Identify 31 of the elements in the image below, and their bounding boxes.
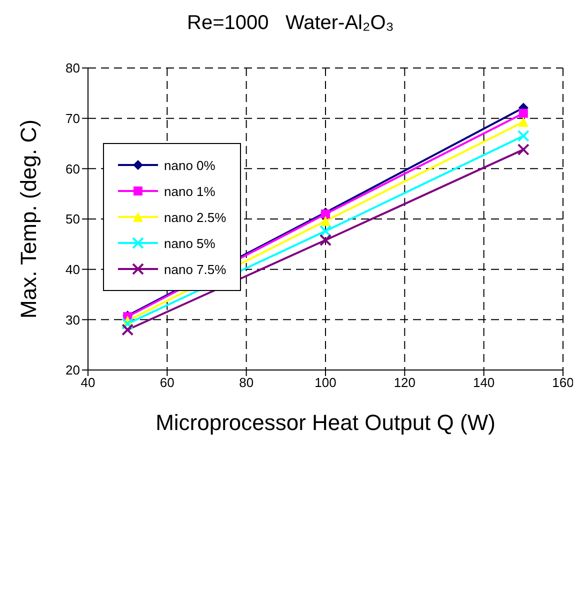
y-axis-title: Max. Temp. (deg. C) bbox=[16, 120, 41, 318]
y-tick-label: 80 bbox=[66, 60, 80, 76]
legend-label: nano 7.5% bbox=[164, 262, 226, 276]
x-axis-title: Microprocessor Heat Output Q (W) bbox=[156, 410, 496, 435]
point bbox=[518, 108, 528, 118]
y-tick-label: 70 bbox=[66, 110, 80, 126]
point bbox=[320, 225, 332, 238]
y-tick-label: 20 bbox=[66, 362, 80, 378]
point bbox=[122, 318, 134, 330]
point bbox=[320, 216, 330, 226]
legend-label: nano 5% bbox=[164, 236, 216, 250]
legend-label: nano 2.5% bbox=[164, 210, 226, 224]
y-tick-label: 60 bbox=[66, 161, 80, 176]
legend-label: nano 1% bbox=[164, 184, 216, 198]
x-tick-label: 160 bbox=[552, 375, 574, 390]
point bbox=[122, 324, 134, 336]
y-tick-label: 30 bbox=[66, 312, 80, 328]
point bbox=[517, 130, 530, 142]
point bbox=[518, 116, 528, 127]
point bbox=[517, 144, 530, 156]
x-tick-label: 40 bbox=[80, 375, 96, 390]
y-tick-label: 40 bbox=[66, 262, 80, 277]
x-tick-label: 60 bbox=[160, 375, 174, 390]
chart-title: Re=1000 Water-Al₂O₃ bbox=[186, 11, 395, 36]
x-tick-label: 100 bbox=[314, 375, 336, 390]
x-tick-label: 140 bbox=[472, 375, 495, 390]
legend-label: nano 0% bbox=[164, 158, 216, 172]
point bbox=[320, 234, 332, 246]
x-tick-label: 80 bbox=[239, 375, 254, 390]
x-tick-label: 120 bbox=[394, 375, 416, 390]
y-tick-label: 50 bbox=[66, 212, 80, 227]
